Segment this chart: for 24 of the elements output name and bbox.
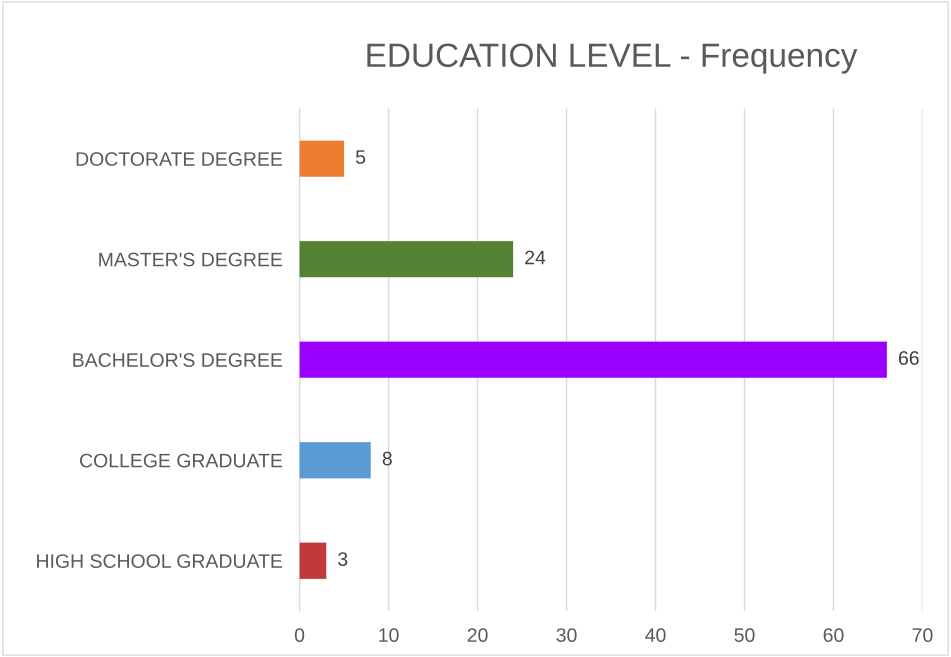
data-label: 8 <box>382 452 392 466</box>
data-label: 3 <box>338 552 348 566</box>
y-tick-label: HIGH SCHOOL GRADUATE <box>37 554 282 568</box>
x-tick-label: 60 <box>824 628 844 642</box>
x-tick-label: 0 <box>294 628 304 642</box>
y-tick-label: DOCTORATE DEGREE <box>76 152 282 166</box>
data-label: 5 <box>356 150 366 164</box>
data-label: 66 <box>898 351 919 365</box>
x-tick-label: 50 <box>734 628 755 642</box>
chart-title: EDUCATION LEVEL - Frequency <box>367 43 858 74</box>
y-tick-label: BACHELOR'S DEGREE <box>73 353 282 367</box>
y-tick-label: COLLEGE GRADUATE <box>80 454 282 468</box>
x-tick-label: 40 <box>645 628 666 642</box>
x-tick-label: 70 <box>912 628 933 642</box>
bar <box>300 140 344 177</box>
y-tick-label: MASTER'S DEGREE <box>99 252 282 266</box>
x-tick-label: 20 <box>468 628 488 642</box>
bar <box>300 542 326 579</box>
bar <box>300 241 514 278</box>
x-tick-label: 10 <box>379 628 399 642</box>
data-label: 24 <box>525 250 546 264</box>
x-tick-label: 30 <box>556 628 577 642</box>
bar <box>300 342 887 378</box>
bar <box>300 442 371 478</box>
